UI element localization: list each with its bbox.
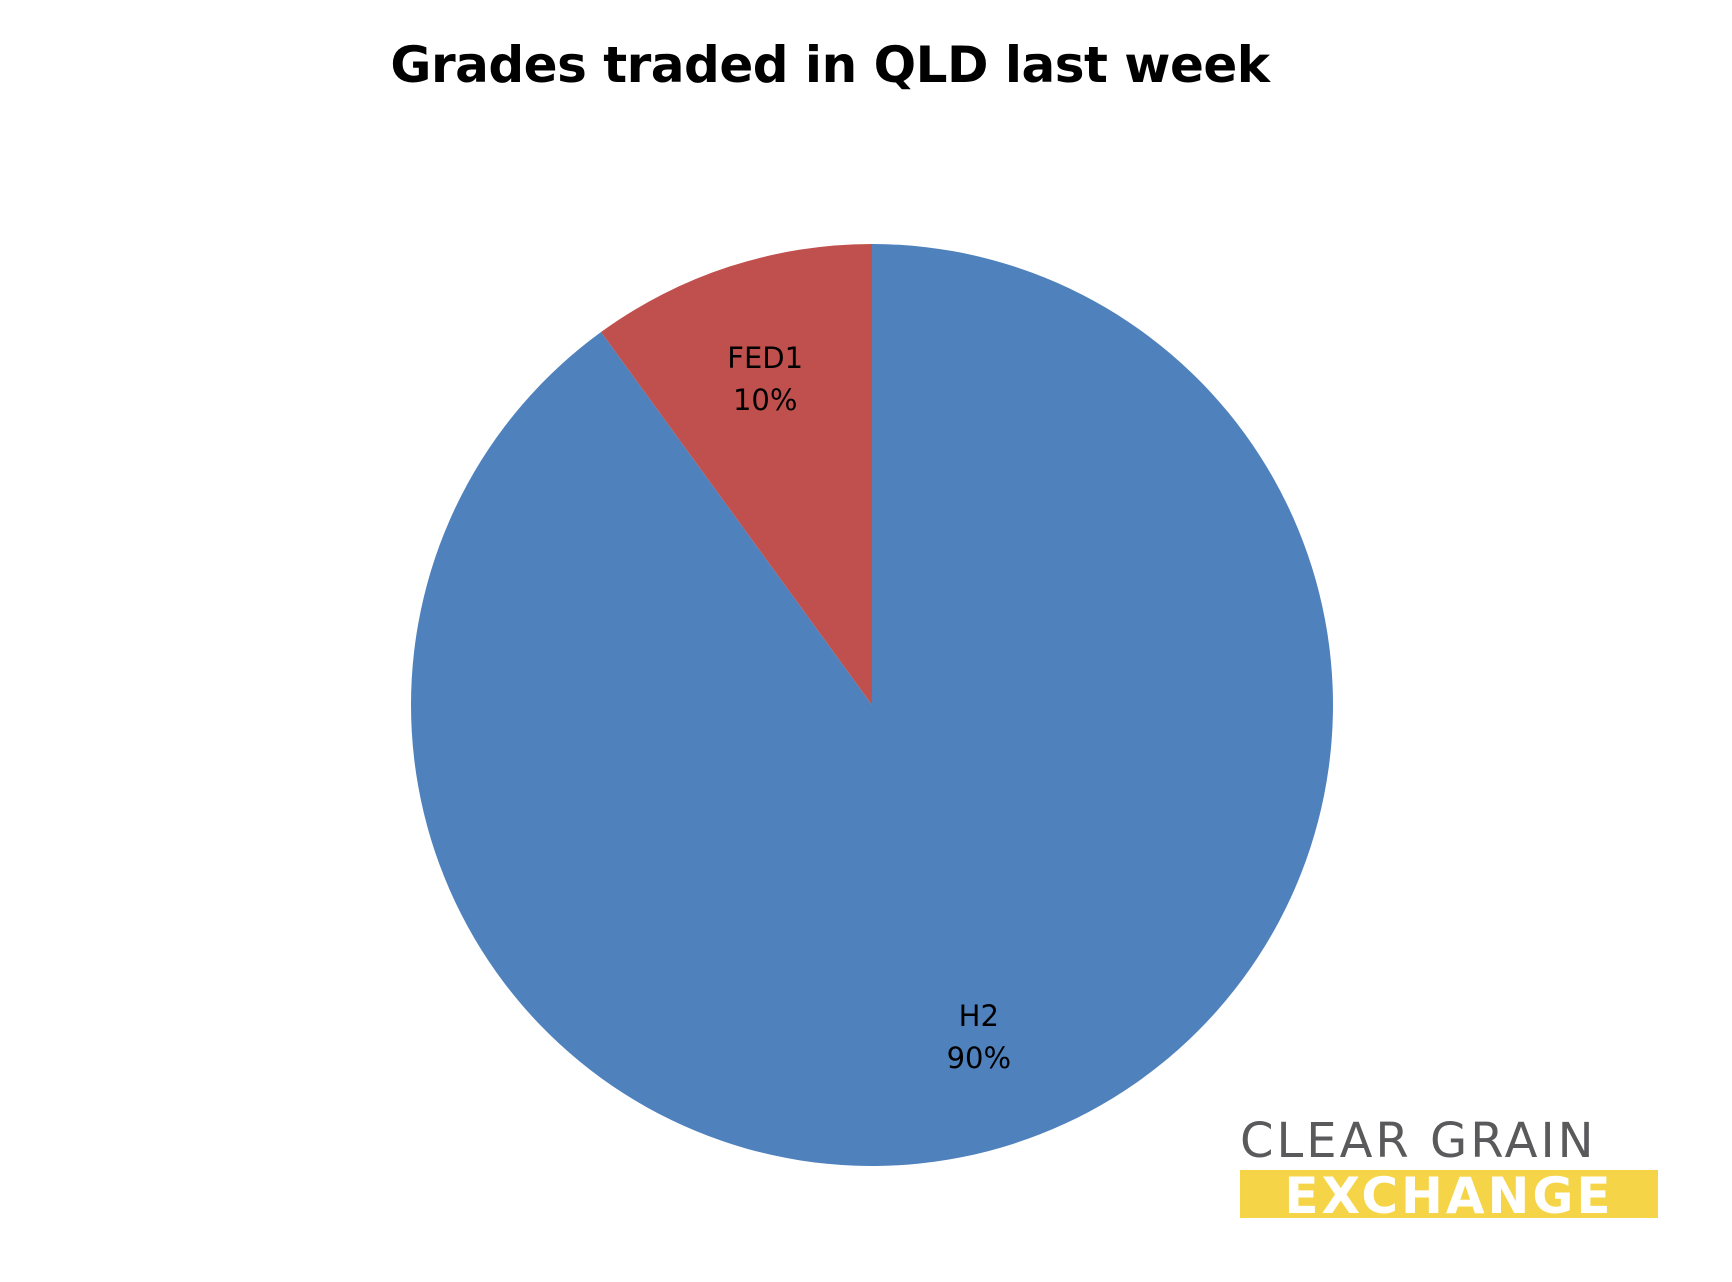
slice-name-fed1: FED1 xyxy=(727,341,803,375)
pie-labels: H2 90%FED1 10% xyxy=(727,341,1011,1075)
pie-slice-fed1 xyxy=(601,244,872,705)
slice-percent-h2: 90% xyxy=(947,1041,1011,1075)
pie-slice-h2 xyxy=(410,244,1333,1166)
clear-grain-exchange-logo: CLEAR GRAIN EXCHANGE xyxy=(1240,1116,1658,1218)
chart-title: Grades traded in QLD last week xyxy=(390,36,1270,94)
slice-percent-fed1: 10% xyxy=(733,383,797,417)
pie-slices xyxy=(410,244,1333,1166)
slice-label-fed1: FED1 10% xyxy=(727,341,803,417)
logo-line1: CLEAR GRAIN xyxy=(1240,1113,1597,1169)
slice-name-h2: H2 xyxy=(959,999,999,1033)
slice-label-h2: H2 90% xyxy=(947,999,1011,1075)
logo-line2: EXCHANGE xyxy=(1240,1170,1658,1218)
